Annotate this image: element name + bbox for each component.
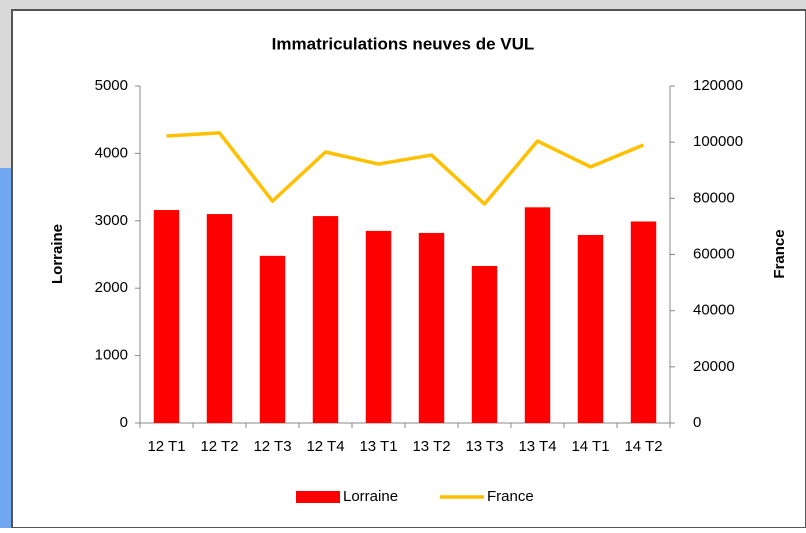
chart-title: Immatriculations neuves de VUL — [272, 34, 535, 53]
legend-label: Lorraine — [343, 488, 398, 505]
line — [166, 131, 645, 206]
x-tick-label: 13 T2 — [412, 438, 450, 455]
y-axis-title: Lorraine — [49, 224, 66, 284]
y-tick-label: 2000 — [95, 279, 128, 296]
y2-tick-label: 60000 — [693, 245, 735, 262]
y2-tick-label: 20000 — [693, 358, 735, 375]
y2-tick-label: 40000 — [693, 302, 735, 319]
bar — [630, 221, 657, 423]
x-tick-label: 13 T1 — [359, 438, 397, 455]
bar — [153, 210, 180, 423]
y2-tick-label: 0 — [693, 414, 701, 431]
x-tick-label: 13 T4 — [518, 438, 556, 455]
bar — [471, 265, 498, 423]
legend-label: France — [487, 488, 534, 505]
y-tick-label: 3000 — [95, 212, 128, 229]
bar — [365, 230, 392, 423]
legend-swatch — [296, 491, 340, 503]
x-tick-label: 14 T1 — [571, 438, 609, 455]
y-tick-label: 4000 — [95, 144, 128, 161]
y2-tick-label: 80000 — [693, 189, 735, 206]
y-tick-label: 5000 — [95, 77, 128, 94]
bar — [577, 234, 604, 423]
bar — [206, 214, 233, 423]
y2-axis-title: France — [771, 229, 788, 278]
bar — [312, 216, 339, 423]
chart-area — [11, 9, 806, 529]
bar — [524, 207, 551, 423]
bar — [418, 232, 445, 423]
x-tick-label: 12 T2 — [200, 438, 238, 455]
y-tick-label: 0 — [120, 414, 128, 431]
x-tick-label: 13 T3 — [465, 438, 503, 455]
x-tick-label: 12 T1 — [147, 438, 185, 455]
y-tick-label: 1000 — [95, 347, 128, 364]
x-tick-label: 12 T3 — [253, 438, 291, 455]
x-tick-label: 12 T4 — [306, 438, 344, 455]
bar — [259, 255, 286, 423]
y2-tick-label: 120000 — [693, 77, 743, 94]
y2-tick-label: 100000 — [693, 133, 743, 150]
side-strip — [0, 168, 12, 528]
x-tick-label: 14 T2 — [624, 438, 662, 455]
